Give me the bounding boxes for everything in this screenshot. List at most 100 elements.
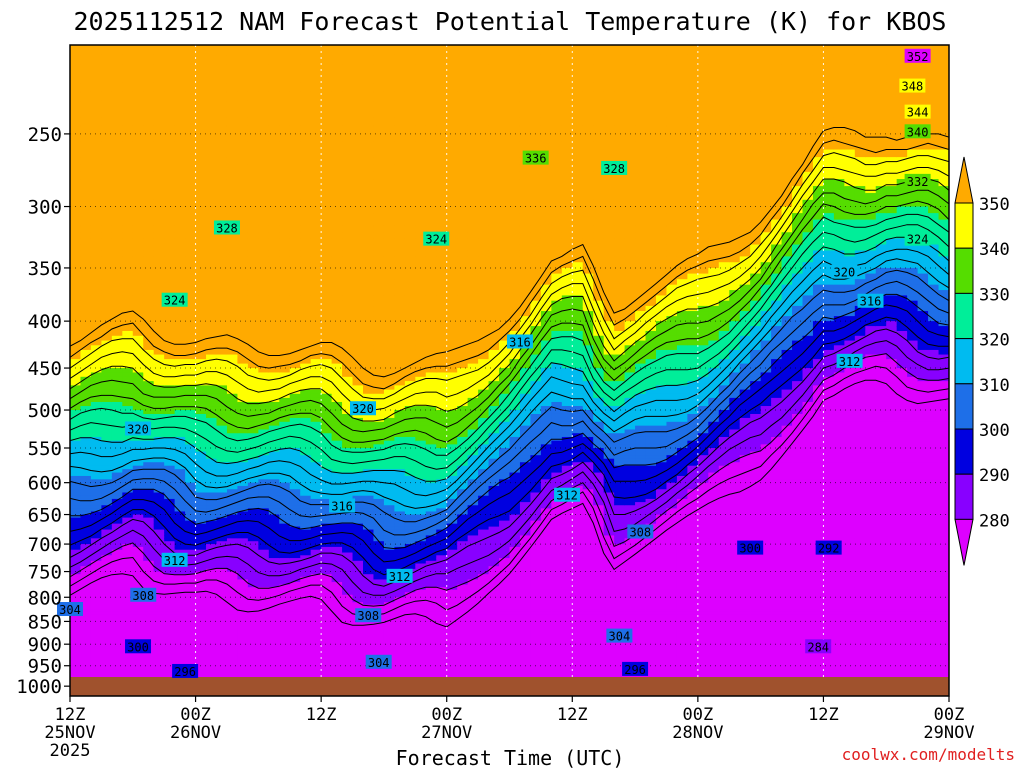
band-cell xyxy=(237,186,249,194)
band-cell xyxy=(258,305,270,312)
band-cell xyxy=(132,582,144,586)
band-cell xyxy=(300,213,312,221)
band-cell xyxy=(70,526,82,531)
band-cell xyxy=(342,626,354,629)
band-cell xyxy=(132,472,144,477)
band-cell xyxy=(174,644,186,647)
band-cell xyxy=(216,440,228,445)
band-cell xyxy=(300,451,312,456)
band-cell xyxy=(352,451,364,456)
band-cell xyxy=(153,485,165,490)
band-cell xyxy=(111,54,123,66)
band-cell xyxy=(132,549,144,554)
band-cell xyxy=(206,532,218,537)
band-cell xyxy=(174,571,186,575)
band-cell xyxy=(153,644,165,647)
band-cell xyxy=(153,576,165,581)
band-cell xyxy=(153,244,165,252)
band-cell xyxy=(111,665,123,669)
band-cell xyxy=(143,171,155,180)
band-cell xyxy=(352,637,364,641)
band-cell xyxy=(342,563,354,567)
band-cell xyxy=(80,563,92,567)
band-cell xyxy=(258,544,270,548)
band-cell xyxy=(289,502,301,506)
band-cell xyxy=(258,560,270,565)
band-cell xyxy=(143,632,155,636)
band-cell xyxy=(258,659,270,663)
band-cell xyxy=(101,526,113,531)
band-cell xyxy=(352,171,364,180)
band-cell xyxy=(143,665,155,669)
band-cell xyxy=(331,663,343,667)
band-cell xyxy=(174,623,186,627)
band-cell xyxy=(80,558,92,562)
band-cell xyxy=(258,359,270,365)
band-cell xyxy=(90,267,102,275)
band-cell xyxy=(289,514,301,519)
band-cell xyxy=(143,164,155,173)
band-cell xyxy=(122,611,134,615)
band-cell xyxy=(80,663,92,667)
band-cell xyxy=(185,193,197,201)
band-cell xyxy=(143,674,155,677)
band-cell xyxy=(342,628,354,632)
band-cell xyxy=(226,582,239,586)
band-cell xyxy=(70,389,82,395)
band-cell xyxy=(90,311,102,317)
band-cell xyxy=(80,538,92,542)
band-cell xyxy=(342,582,354,586)
band-cell xyxy=(258,498,270,503)
band-cell xyxy=(342,579,354,583)
band-cell xyxy=(80,171,92,180)
band-cell xyxy=(122,413,134,419)
band-cell xyxy=(226,335,239,342)
band-cell xyxy=(342,555,354,559)
band-cell xyxy=(279,206,291,214)
band-cell xyxy=(310,206,322,214)
band-cell xyxy=(70,295,82,302)
band-cell xyxy=(216,267,228,275)
band-cell xyxy=(111,469,123,474)
band-cell xyxy=(352,582,364,586)
band-cell xyxy=(185,485,197,490)
band-cell xyxy=(268,335,280,342)
band-cell xyxy=(342,657,354,660)
band-cell xyxy=(363,637,375,641)
band-cell xyxy=(226,566,239,570)
band-cell xyxy=(300,475,312,480)
band-cell xyxy=(237,611,249,615)
band-cell xyxy=(247,389,259,395)
band-cell xyxy=(352,440,364,445)
band-cell xyxy=(101,646,113,650)
band-cell xyxy=(300,609,312,613)
band-cell xyxy=(101,594,113,598)
band-cell xyxy=(247,482,259,487)
band-cell xyxy=(226,462,239,467)
band-cell xyxy=(216,73,228,84)
band-cell xyxy=(70,544,82,548)
band-cell xyxy=(185,495,197,500)
band-cell xyxy=(80,602,92,606)
band-cell xyxy=(80,290,92,297)
band-cell xyxy=(143,267,155,275)
band-cell xyxy=(289,566,301,570)
band-cell xyxy=(216,425,228,431)
band-cell xyxy=(70,566,82,570)
band-cell xyxy=(132,225,144,233)
band-cell xyxy=(352,354,364,360)
band-cell xyxy=(101,626,113,629)
band-cell xyxy=(143,376,155,382)
band-cell xyxy=(310,669,322,673)
band-cell xyxy=(195,417,207,423)
band-cell xyxy=(352,262,364,269)
band-cell xyxy=(310,321,322,327)
band-cell xyxy=(153,54,165,66)
band-cell xyxy=(111,523,123,528)
band-cell xyxy=(90,582,102,586)
band-cell xyxy=(111,574,123,578)
band-cell xyxy=(268,295,280,302)
band-cell xyxy=(216,117,228,127)
band-cell xyxy=(174,54,186,66)
band-cell xyxy=(289,406,301,411)
